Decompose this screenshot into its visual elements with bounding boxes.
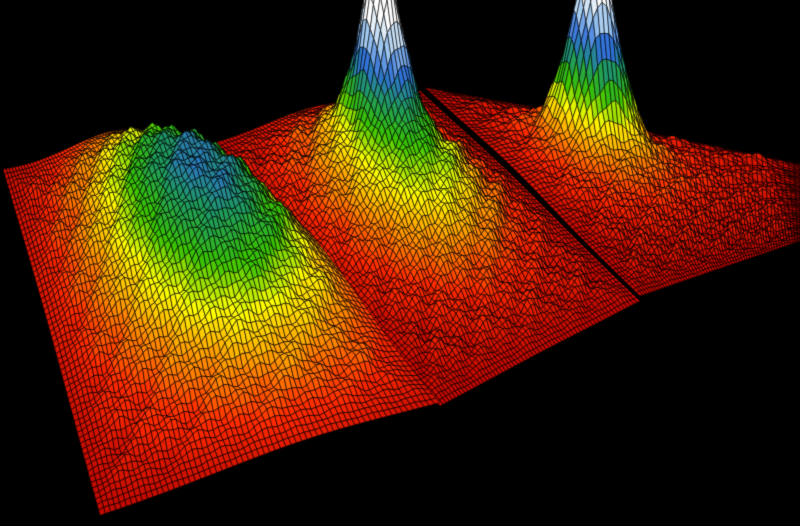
surface-plot-image bbox=[0, 0, 800, 526]
three-surface-plots-canvas bbox=[0, 0, 800, 526]
